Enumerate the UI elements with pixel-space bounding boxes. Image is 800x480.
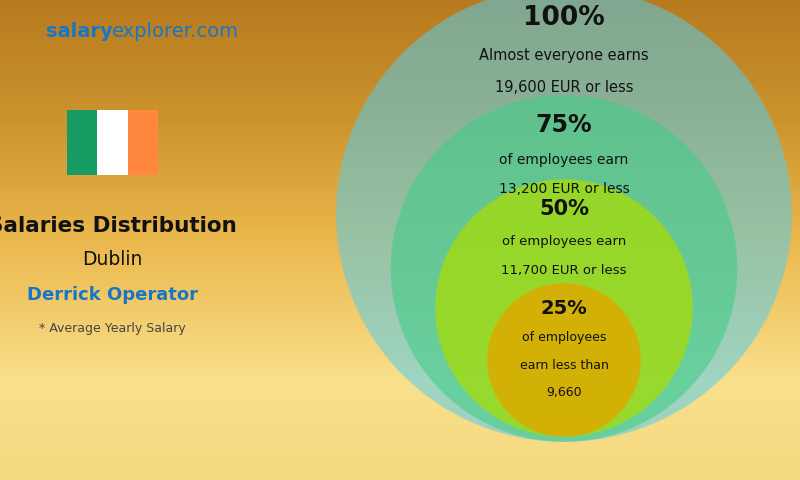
Text: 75%: 75% [536,113,592,137]
Text: salary: salary [46,22,112,41]
Circle shape [390,95,738,442]
Text: 13,200 EUR or less: 13,200 EUR or less [498,182,630,196]
Text: 11,700 EUR or less: 11,700 EUR or less [502,264,626,277]
Bar [97,110,127,175]
Text: 25%: 25% [541,299,587,318]
Circle shape [336,0,792,442]
Text: of employees earn: of employees earn [502,235,626,248]
Text: Derrick Operator: Derrick Operator [27,286,198,304]
Text: Almost everyone earns: Almost everyone earns [479,48,649,63]
Text: of employees: of employees [522,331,606,344]
Text: 50%: 50% [539,199,589,219]
Bar [127,110,158,175]
Text: Salaries Distribution: Salaries Distribution [0,216,237,236]
Bar [66,110,97,175]
Text: explorer.com: explorer.com [112,22,239,41]
Circle shape [487,283,641,437]
Text: earn less than: earn less than [519,359,609,372]
Text: * Average Yearly Salary: * Average Yearly Salary [39,322,186,336]
Text: 9,660: 9,660 [546,386,582,399]
Circle shape [435,180,693,437]
Text: 19,600 EUR or less: 19,600 EUR or less [494,80,634,95]
Text: 100%: 100% [523,5,605,31]
Text: of employees earn: of employees earn [499,153,629,167]
Text: Dublin: Dublin [82,250,142,269]
